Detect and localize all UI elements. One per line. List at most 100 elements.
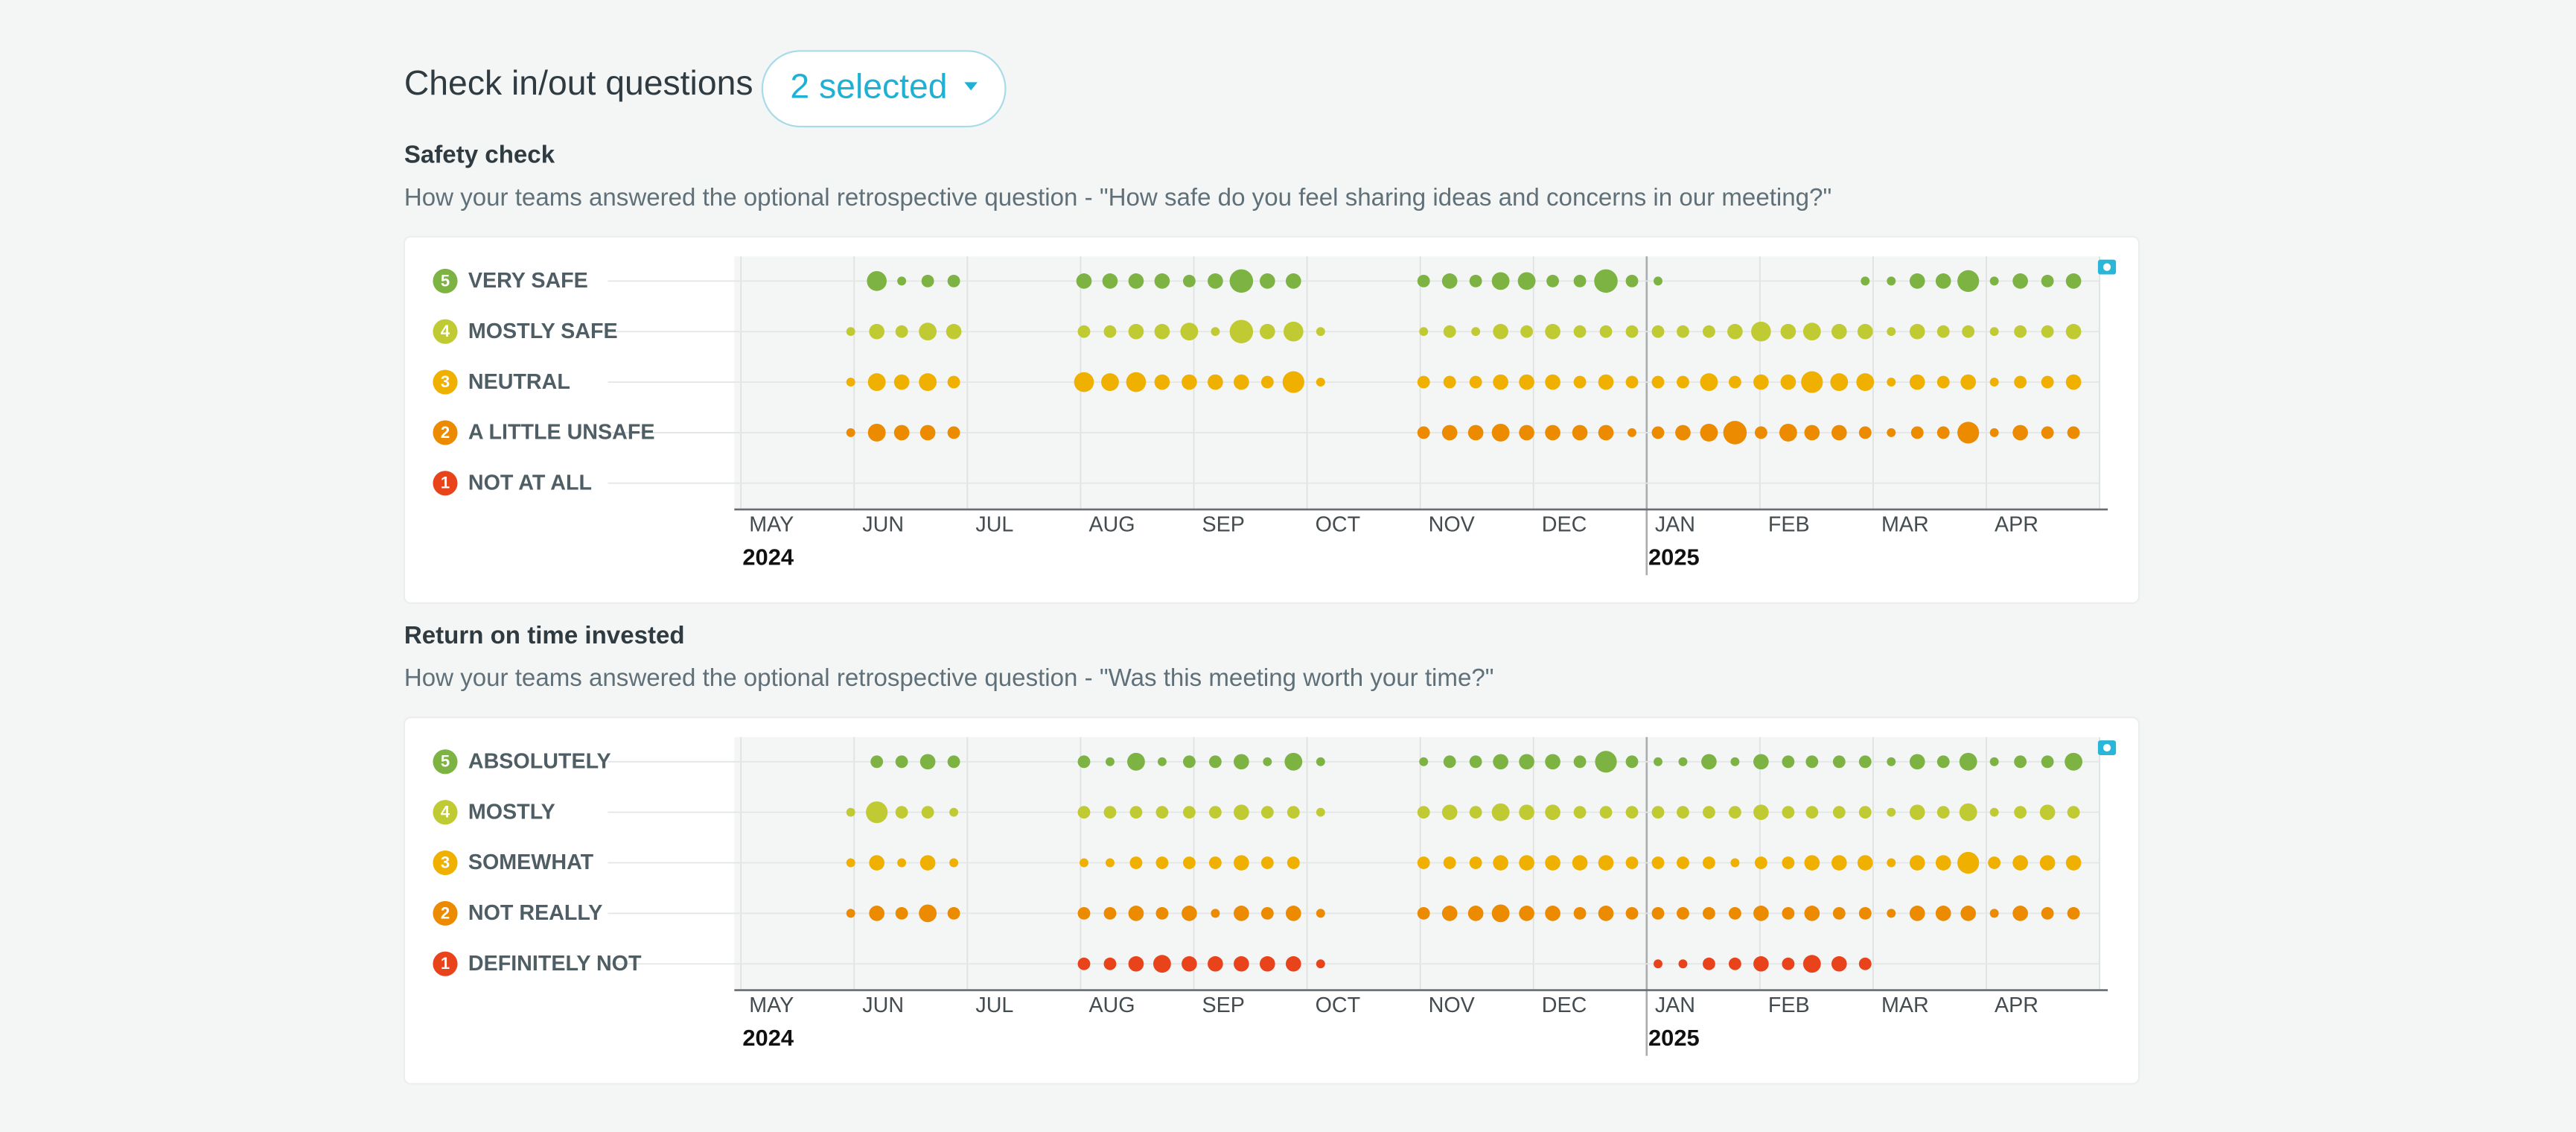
camera-lens[interactable] (2102, 743, 2111, 752)
bubble (1493, 323, 1508, 340)
camera-lens[interactable] (2102, 263, 2111, 271)
bubble (1182, 374, 1197, 390)
bubble (1282, 371, 1304, 393)
x-tick-label: OCT (1316, 993, 1361, 1017)
bubble (1573, 906, 1587, 920)
bubble (2065, 323, 2082, 340)
bubble (895, 755, 908, 769)
selector-label[interactable]: 2 selected (790, 66, 947, 105)
x-tick-label: DEC (1542, 513, 1587, 537)
bubble (947, 906, 960, 920)
bubble (2067, 906, 2080, 920)
bubble (1469, 375, 1482, 389)
x-tick-label: JUN (862, 993, 904, 1017)
bubble (1417, 906, 1430, 920)
bubble (1857, 855, 1873, 871)
bubble (1754, 426, 1767, 439)
question-selector[interactable]: 2 selected (761, 50, 1007, 128)
bubble (1700, 373, 1718, 391)
bubble (1545, 323, 1560, 340)
camera-button[interactable] (2097, 740, 2117, 755)
x-tick-label: AUG (1088, 513, 1135, 537)
bubble (895, 906, 908, 920)
bubble (1573, 806, 1587, 819)
bubble (1417, 856, 1430, 869)
bubble (1208, 374, 1223, 390)
bubble (949, 858, 959, 868)
bubble (867, 373, 886, 391)
bubble (1152, 955, 1171, 973)
bubble (1260, 375, 1274, 389)
level-number: 1 (441, 474, 450, 492)
selector-pill[interactable] (761, 50, 1007, 128)
bubble (1651, 325, 1665, 338)
bubble (1700, 424, 1718, 442)
selector-caret[interactable] (964, 82, 978, 91)
bubble (1285, 906, 1301, 921)
bubble (2012, 906, 2028, 921)
bubble (1260, 806, 1274, 819)
bubble (1909, 906, 1925, 921)
x-tick-label: MAR (1881, 513, 1929, 537)
bubble (1701, 754, 1717, 770)
bubble (1234, 804, 1249, 820)
bubble (1780, 323, 1796, 340)
bubble (1960, 374, 1976, 390)
bubble (1417, 274, 1430, 287)
x-tick-label: MAR (1881, 993, 1929, 1017)
bubble (1316, 909, 1325, 918)
bubble (1858, 906, 1872, 920)
bubble (1077, 755, 1091, 769)
bubble (1782, 806, 1795, 819)
bubble (1545, 804, 1560, 820)
bubble (893, 374, 910, 390)
x-tick-label: JUL (975, 993, 1013, 1017)
bubble (870, 755, 884, 769)
bubble (1467, 424, 1484, 441)
legend-label: NOT AT ALL (468, 471, 592, 495)
bubble (1802, 955, 1821, 973)
bubble (846, 327, 855, 337)
bubble (1782, 906, 1795, 920)
level-number: 4 (441, 803, 450, 821)
bubble (1625, 806, 1639, 819)
bubble (946, 323, 962, 340)
bubble (1989, 807, 1999, 817)
bubble (1517, 272, 1536, 290)
bubble (1128, 955, 1144, 972)
bubble (1128, 906, 1144, 921)
bubble (1858, 426, 1872, 439)
bubble (1077, 957, 1091, 970)
bubble (1989, 378, 1999, 387)
legend-label: SOMEWHAT (468, 850, 594, 874)
camera-button[interactable] (2097, 259, 2117, 275)
bubble (1887, 858, 1896, 868)
x-tick-label: JUL (975, 513, 1013, 537)
bubble (869, 323, 884, 340)
year-label: 2025 (1648, 544, 1700, 570)
x-tick-label: SEP (1202, 513, 1245, 537)
bubble (1625, 274, 1639, 287)
bubble (1519, 424, 1534, 441)
bubble (1211, 909, 1220, 918)
bubble (2039, 804, 2056, 820)
bubble (1753, 804, 1769, 820)
level-number: 2 (441, 903, 450, 922)
bubble (1080, 858, 1088, 868)
level-badge (433, 471, 458, 496)
bubble (1157, 757, 1167, 766)
bubble (1103, 906, 1117, 920)
legend-label: A LITTLE UNSAFE (468, 421, 655, 445)
bubble (1909, 273, 1925, 289)
bubble (1651, 856, 1665, 869)
legend-label: NOT REALLY (468, 901, 603, 925)
bubble (1287, 806, 1300, 819)
bubble (1909, 754, 1925, 770)
level-badge (433, 951, 458, 976)
bubble (1443, 755, 1456, 769)
bubble (1077, 806, 1091, 819)
x-tick-label: NOV (1429, 513, 1475, 537)
bubble (2041, 426, 2054, 439)
bubble (1520, 325, 1534, 338)
